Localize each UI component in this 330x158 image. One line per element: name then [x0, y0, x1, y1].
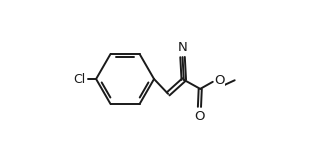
Text: N: N: [178, 41, 187, 54]
Text: O: O: [214, 74, 225, 87]
Text: Cl: Cl: [73, 73, 85, 85]
Text: O: O: [194, 110, 205, 123]
